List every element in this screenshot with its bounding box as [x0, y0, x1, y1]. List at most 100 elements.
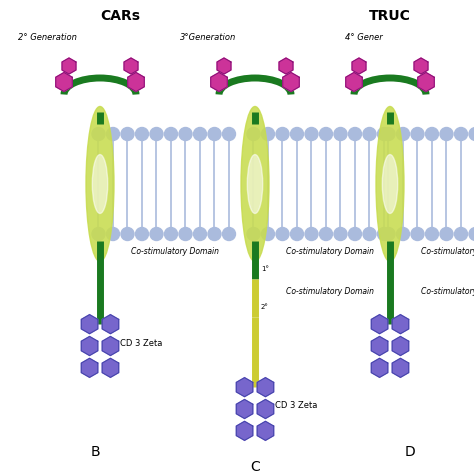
Circle shape: [92, 228, 105, 240]
Circle shape: [305, 228, 318, 240]
Circle shape: [305, 128, 318, 140]
Circle shape: [193, 228, 207, 240]
Polygon shape: [257, 378, 273, 397]
Text: Co-stimulatory Domain: Co-stimulatory Domain: [131, 247, 219, 256]
Circle shape: [469, 228, 474, 240]
Circle shape: [276, 128, 289, 140]
Circle shape: [469, 128, 474, 140]
Circle shape: [136, 228, 148, 240]
Polygon shape: [102, 315, 118, 334]
Circle shape: [363, 228, 376, 240]
Ellipse shape: [376, 107, 404, 262]
Text: Co-stimulatory Domain: Co-stimulatory Domain: [421, 247, 474, 256]
Text: Co-stimulatory Domain: Co-stimulatory Domain: [286, 288, 374, 297]
Circle shape: [262, 128, 274, 140]
Circle shape: [247, 228, 260, 240]
Circle shape: [455, 128, 467, 140]
Text: C: C: [250, 460, 260, 474]
Circle shape: [440, 128, 453, 140]
Circle shape: [426, 228, 438, 240]
Text: CD 3 Zeta: CD 3 Zeta: [120, 338, 163, 347]
Polygon shape: [82, 358, 98, 377]
Circle shape: [276, 228, 289, 240]
Circle shape: [121, 228, 134, 240]
Circle shape: [150, 228, 163, 240]
Text: 2° Generation: 2° Generation: [18, 33, 77, 42]
Circle shape: [193, 128, 207, 140]
Circle shape: [411, 128, 424, 140]
Circle shape: [382, 128, 395, 140]
Text: 4° Gener: 4° Gener: [345, 33, 383, 42]
Text: 1°: 1°: [261, 266, 269, 272]
Circle shape: [291, 228, 303, 240]
Polygon shape: [62, 58, 76, 74]
Polygon shape: [279, 58, 293, 74]
Polygon shape: [371, 315, 388, 334]
Circle shape: [262, 228, 274, 240]
Polygon shape: [102, 337, 118, 356]
Circle shape: [426, 128, 438, 140]
Text: D: D: [405, 445, 415, 459]
Polygon shape: [217, 58, 231, 74]
Polygon shape: [414, 58, 428, 74]
Circle shape: [455, 228, 467, 240]
Circle shape: [121, 128, 134, 140]
Circle shape: [319, 228, 332, 240]
Text: Co-stimulatory Domain: Co-stimulatory Domain: [286, 247, 374, 256]
Polygon shape: [56, 73, 72, 91]
Text: TRUC: TRUC: [369, 9, 411, 23]
Circle shape: [107, 228, 119, 240]
Circle shape: [247, 128, 260, 140]
Circle shape: [164, 228, 177, 240]
Ellipse shape: [241, 107, 269, 262]
Circle shape: [334, 128, 347, 140]
Polygon shape: [257, 421, 273, 440]
Text: 3°Generation: 3°Generation: [180, 33, 236, 42]
Circle shape: [377, 128, 391, 140]
Polygon shape: [82, 337, 98, 356]
Circle shape: [411, 228, 424, 240]
Polygon shape: [237, 378, 253, 397]
Circle shape: [334, 228, 347, 240]
Circle shape: [136, 128, 148, 140]
Polygon shape: [82, 315, 98, 334]
Circle shape: [179, 228, 192, 240]
Polygon shape: [392, 358, 409, 377]
Polygon shape: [371, 358, 388, 377]
Ellipse shape: [86, 107, 114, 262]
Polygon shape: [102, 358, 118, 377]
Ellipse shape: [383, 155, 398, 213]
Circle shape: [222, 228, 236, 240]
Polygon shape: [237, 400, 253, 419]
Circle shape: [208, 128, 221, 140]
Circle shape: [164, 128, 177, 140]
Text: CARs: CARs: [100, 9, 140, 23]
Text: Co-stimulatory Domain: Co-stimulatory Domain: [421, 288, 474, 297]
Text: B: B: [90, 445, 100, 459]
Text: 2°: 2°: [261, 304, 269, 310]
Circle shape: [179, 128, 192, 140]
Polygon shape: [371, 337, 388, 356]
Polygon shape: [418, 73, 434, 91]
Polygon shape: [257, 400, 273, 419]
Circle shape: [363, 128, 376, 140]
Text: CD 3 Zeta: CD 3 Zeta: [275, 401, 318, 410]
Polygon shape: [237, 421, 253, 440]
Ellipse shape: [247, 155, 263, 213]
Circle shape: [107, 128, 119, 140]
Circle shape: [377, 228, 391, 240]
Polygon shape: [283, 73, 299, 91]
Polygon shape: [211, 73, 227, 91]
Ellipse shape: [92, 155, 108, 213]
Circle shape: [396, 228, 410, 240]
Circle shape: [440, 228, 453, 240]
Circle shape: [396, 128, 410, 140]
Polygon shape: [392, 337, 409, 356]
Polygon shape: [346, 73, 362, 91]
Polygon shape: [124, 58, 138, 74]
Circle shape: [348, 128, 362, 140]
Circle shape: [319, 128, 332, 140]
Circle shape: [150, 128, 163, 140]
Polygon shape: [352, 58, 366, 74]
Circle shape: [208, 228, 221, 240]
